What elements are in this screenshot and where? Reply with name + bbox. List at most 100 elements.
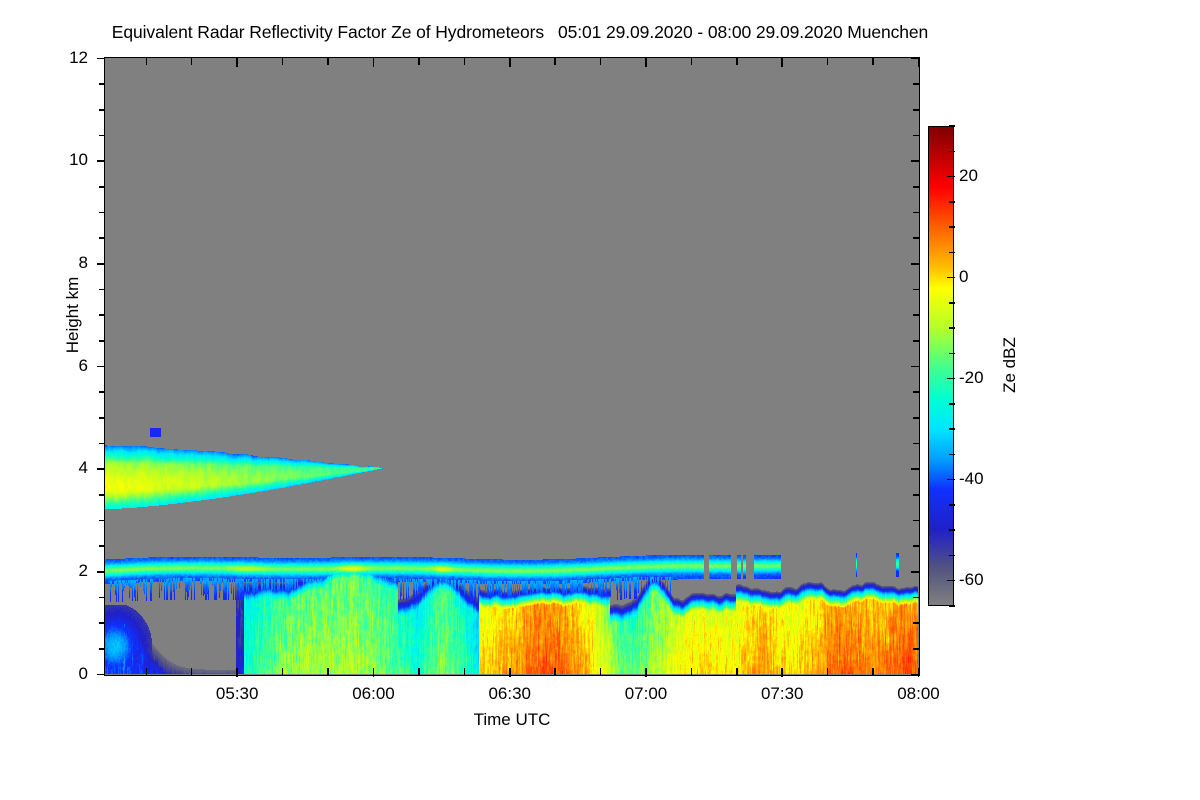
x-tick-top: [781, 58, 784, 67]
colorbar-tick: [947, 478, 955, 481]
colorbar-tick: [949, 302, 955, 304]
y-tick-major: [97, 673, 105, 676]
x-tick-minor: [690, 668, 693, 675]
colorbar-tick: [949, 554, 955, 557]
x-tick-top: [599, 58, 602, 65]
page-title: Equivalent Radar Reflectivity Factor Ze …: [0, 22, 1040, 43]
x-tick-top: [645, 58, 647, 67]
colorbar-tick: [947, 276, 955, 279]
y-tick-minor: [99, 340, 105, 342]
y-tick-minor: [99, 186, 105, 188]
x-tick-major: [917, 668, 920, 677]
x-tick-top: [826, 58, 829, 65]
colorbar-tick: [949, 125, 955, 127]
y-tick-major: [97, 365, 105, 368]
y-tick-minor: [99, 442, 105, 445]
x-tick-minor: [736, 668, 738, 675]
colorbar-tick-label: -20: [959, 367, 984, 387]
colorbar-gradient: [929, 127, 953, 605]
x-tick-minor: [554, 668, 556, 675]
x-tick-top: [236, 58, 238, 67]
colorbar-tick-label: -40: [959, 468, 984, 488]
y-tick-right: [911, 57, 919, 60]
x-tick-top: [372, 58, 375, 67]
x-tick-top: [145, 58, 148, 65]
colorbar-tick-label: -60: [959, 569, 984, 589]
colorbar-tick-label: 20: [959, 165, 978, 185]
y-tick-label: 2: [78, 560, 88, 580]
x-tick-minor: [872, 668, 874, 675]
y-tick-label: 0: [78, 663, 88, 683]
colorbar-tick: [947, 377, 955, 380]
colorbar-tick: [947, 175, 955, 178]
y-tick-label: 4: [78, 458, 88, 478]
y-tick-minor: [99, 648, 105, 650]
x-tick-minor: [281, 668, 284, 675]
colorbar-tick: [947, 579, 955, 582]
x-tick-label: 08:00: [897, 684, 940, 703]
y-tick-minor: [99, 237, 105, 239]
y-tick-label: 10: [69, 150, 88, 170]
y-tick-right: [913, 494, 919, 496]
x-tick-top: [917, 58, 920, 67]
title-time-range: 05:01 29.09.2020 - 08:00 29.09.2020 Muen…: [557, 22, 929, 42]
x-tick-label: 06:30: [488, 684, 531, 703]
y-tick-minor: [99, 211, 105, 214]
y-tick-right: [911, 571, 919, 573]
y-tick-right: [913, 391, 919, 393]
x-tick-top: [554, 58, 556, 65]
y-tick-right: [913, 237, 919, 239]
colorbar-tick: [949, 529, 955, 531]
y-tick-right: [913, 186, 919, 188]
y-tick-right: [911, 468, 919, 470]
y-tick-right: [913, 340, 919, 342]
x-tick-label: 07:30: [760, 684, 804, 703]
x-tick-label: 05:30: [215, 684, 259, 703]
y-tick-right: [911, 263, 919, 265]
colorbar-tick: [949, 201, 955, 203]
y-tick-right: [913, 109, 919, 111]
y-tick-label: 6: [78, 355, 88, 375]
x-tick-major: [372, 668, 375, 677]
x-tick-top: [508, 58, 511, 67]
y-tick-right: [913, 288, 919, 291]
y-tick-major: [97, 263, 105, 265]
colorbar-tick: [949, 251, 955, 254]
colorbar-tick: [949, 327, 955, 329]
y-tick-minor: [99, 109, 105, 111]
y-tick-minor: [99, 134, 105, 137]
y-tick-major: [97, 160, 105, 162]
x-tick-major: [781, 668, 784, 677]
colorbar-tick: [949, 428, 955, 430]
x-tick-top: [872, 58, 874, 65]
x-axis-label: Time UTC: [473, 710, 551, 729]
x-tick-label: 06:00: [352, 684, 395, 703]
y-tick-label: 12: [69, 47, 88, 67]
y-tick-right: [911, 160, 919, 162]
plot-area: [104, 57, 920, 676]
title-main-text: Equivalent Radar Reflectivity Factor Ze …: [111, 22, 544, 42]
x-tick-top: [690, 58, 693, 65]
y-tick-right: [913, 622, 919, 624]
x-tick-top: [281, 58, 284, 65]
y-tick-minor: [99, 545, 105, 547]
y-tick-minor: [99, 622, 105, 624]
y-tick-major: [97, 468, 105, 470]
y-tick-minor: [99, 417, 105, 419]
x-tick-minor: [418, 668, 420, 675]
y-tick-right: [911, 673, 919, 676]
colorbar-tick: [949, 352, 955, 355]
x-tick-minor: [463, 668, 465, 675]
x-tick-minor: [327, 668, 329, 675]
x-tick-top: [736, 58, 738, 65]
y-tick-minor: [99, 391, 105, 393]
y-tick-right: [913, 519, 919, 522]
colorbar-tick: [949, 605, 955, 607]
y-tick-minor: [99, 596, 105, 599]
colorbar-tick: [949, 453, 955, 456]
colorbar-tick: [949, 403, 955, 405]
x-tick-top: [418, 58, 420, 65]
y-tick-right: [913, 596, 919, 599]
y-tick-major: [97, 571, 105, 573]
